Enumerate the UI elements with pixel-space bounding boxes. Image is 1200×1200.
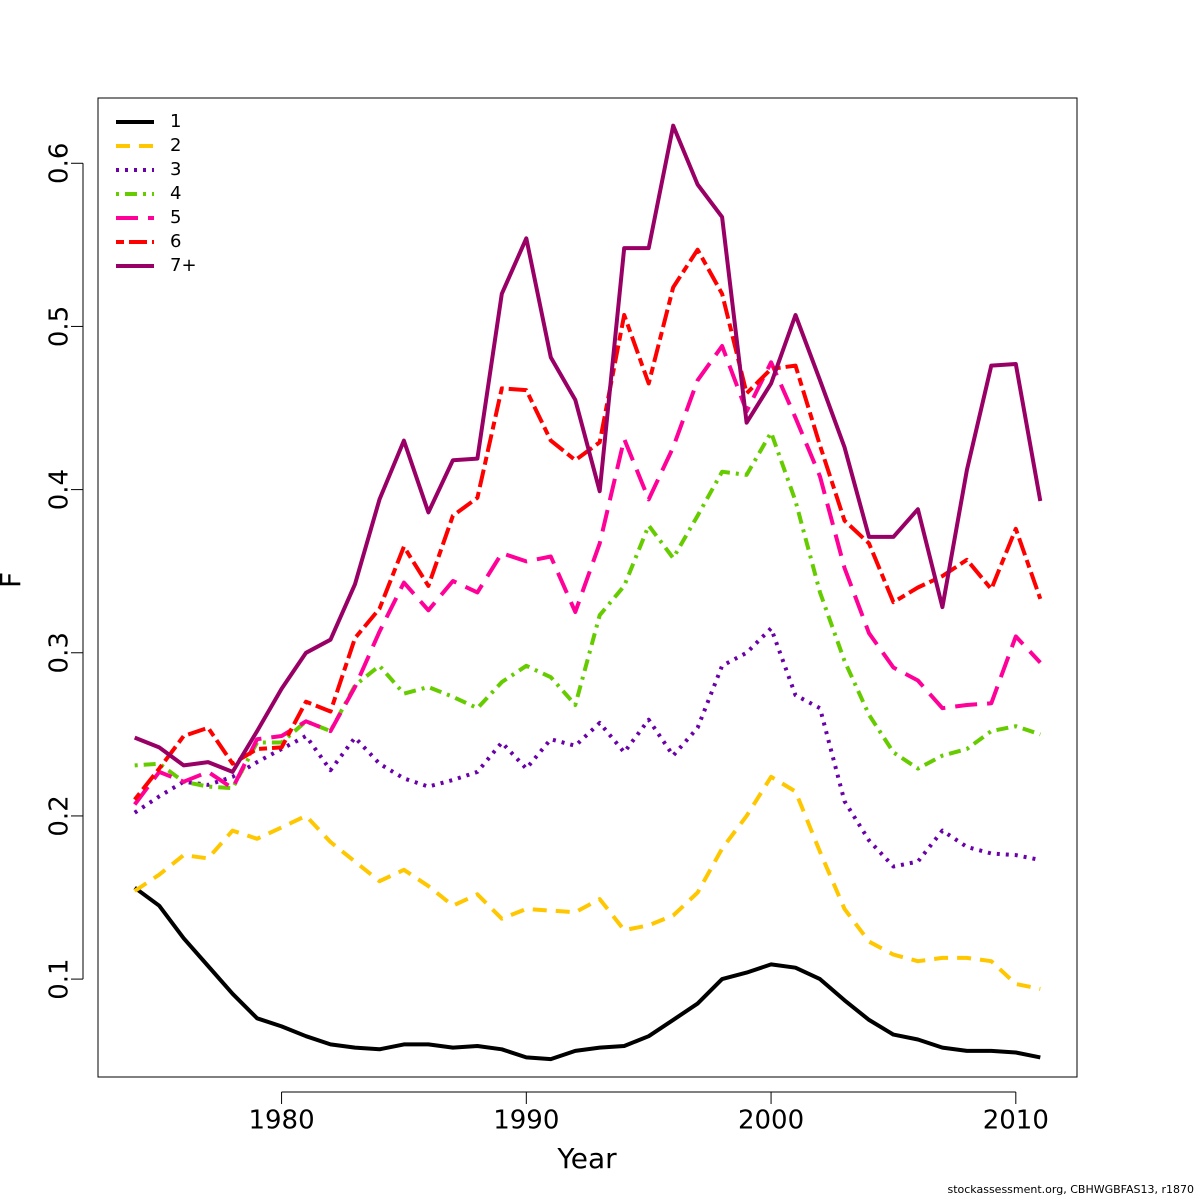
series-line-2 xyxy=(133,774,1041,991)
legend-label: 1 xyxy=(170,111,181,132)
x-tick-label: 2010 xyxy=(983,1106,1049,1136)
legend-label: 7+ xyxy=(170,255,197,276)
y-tick-label: 0.2 xyxy=(45,795,75,836)
y-tick-label: 0.5 xyxy=(45,306,75,347)
axes: 1980 1990 2000 2010 0.1 0.2 0.3 0.4 0.5 0.6 xyxy=(45,143,1049,1136)
series-lines xyxy=(133,123,1043,1062)
legend: 1 2 3 4 5 6 7+ xyxy=(116,111,197,276)
series-line-4 xyxy=(134,430,1041,791)
y-tick-label: 0.6 xyxy=(45,143,75,184)
plot-frame xyxy=(97,97,1078,1078)
x-tick-label: 2000 xyxy=(738,1106,804,1136)
series-line-1 xyxy=(133,886,1041,1062)
series-line-5 xyxy=(133,344,1042,806)
legend-label: 3 xyxy=(170,159,181,180)
x-axis-label: Year xyxy=(556,1142,617,1175)
legend-label: 4 xyxy=(170,183,181,204)
source-credit: stockassessment.org, CBHWGBFAS13, r1870 xyxy=(947,1183,1194,1196)
x-tick-label: 1980 xyxy=(248,1106,314,1136)
legend-label: 6 xyxy=(170,231,181,252)
y-axis-label: F xyxy=(0,572,27,588)
y-tick-label: 0.3 xyxy=(45,632,75,673)
x-tick-label: 1990 xyxy=(493,1106,559,1136)
y-tick-label: 0.1 xyxy=(45,958,75,999)
series-line-7 xyxy=(133,123,1043,774)
y-tick-label: 0.4 xyxy=(45,469,75,510)
legend-label: 5 xyxy=(170,207,181,228)
legend-label: 2 xyxy=(170,135,181,156)
